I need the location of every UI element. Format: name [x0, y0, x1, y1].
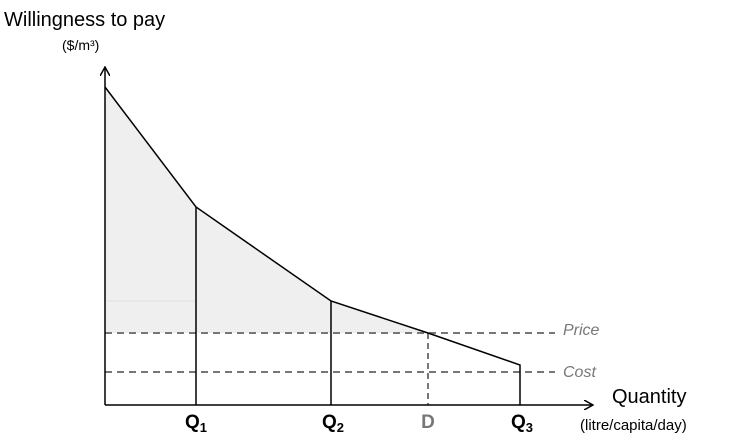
x-axis-unit: (litre/capita/day): [580, 417, 687, 434]
price-label: Price: [563, 322, 600, 339]
q1-label: Q1: [185, 412, 207, 435]
y-axis-title: Willingness to pay: [4, 9, 165, 31]
label-sub: 3: [526, 420, 533, 435]
d-label: D: [421, 412, 435, 433]
q2-label: Q2: [322, 412, 344, 435]
demand-curve: [104, 86, 521, 405]
q3-label: Q3: [511, 412, 533, 435]
label-sub: 1: [200, 420, 207, 435]
cost-label: Cost: [563, 364, 596, 381]
label-main: Q: [322, 412, 337, 433]
surplus-area: [105, 87, 428, 333]
label-main: Q: [511, 412, 526, 433]
y-axis-unit: ($/m³): [62, 37, 99, 53]
label-main: Q: [185, 412, 200, 433]
label-sub: 2: [337, 420, 344, 435]
x-axis-title: Quantity: [612, 386, 686, 408]
